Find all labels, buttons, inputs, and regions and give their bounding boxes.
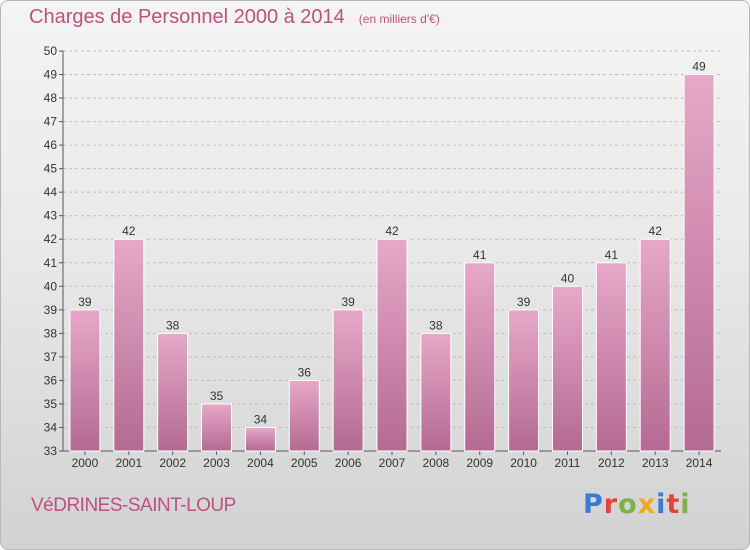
bar-2006 (332, 309, 364, 452)
place-name: VéDRINES-SAINT-LOUP (31, 495, 236, 516)
bar-2001 (113, 238, 145, 452)
logo-letter: r (603, 489, 619, 520)
x-tick-label: 2005 (291, 456, 318, 470)
data-label: 42 (385, 224, 399, 238)
logo-letter: i (680, 489, 691, 520)
x-tick-label: 2011 (555, 456, 581, 470)
proxiti-logo: Proxiti (583, 489, 691, 520)
logo-letter: o (618, 489, 638, 520)
logo-letter: t (666, 489, 681, 520)
bar-2004 (244, 426, 276, 452)
data-label: 42 (122, 224, 136, 238)
bar-2012 (595, 262, 627, 452)
data-label: 41 (605, 248, 619, 262)
data-label: 35 (210, 389, 224, 403)
y-tick-label: 48 (44, 91, 58, 105)
logo-letter: P (583, 489, 604, 520)
chart-title: Charges de Personnel 2000 à 2014 (en mill… (29, 6, 440, 29)
y-tick-label: 36 (44, 373, 58, 387)
x-tick-label: 2014 (686, 456, 713, 470)
data-label: 39 (78, 295, 92, 309)
x-tick-label: 2013 (642, 456, 669, 470)
data-label: 36 (298, 365, 312, 379)
data-label: 41 (473, 248, 487, 262)
bar-2003 (201, 403, 233, 452)
y-tick-label: 50 (44, 44, 58, 58)
bar-2002 (157, 332, 189, 452)
chart-subtitle: (en milliers d'€) (358, 12, 440, 26)
data-label: 34 (254, 412, 268, 426)
bar-2010 (508, 309, 540, 452)
bar-2008 (420, 332, 452, 452)
y-tick-label: 42 (44, 232, 58, 246)
y-tick-label: 33 (44, 444, 58, 458)
data-label: 49 (692, 60, 706, 74)
bar-2007 (376, 238, 408, 452)
logo-letter: x (637, 489, 657, 520)
x-tick-label: 2006 (335, 456, 362, 470)
x-tick-label: 2000 (72, 456, 99, 470)
bar-2009 (464, 262, 496, 452)
bar-2005 (288, 379, 320, 452)
y-tick-label: 40 (44, 279, 58, 293)
y-tick-label: 39 (44, 303, 58, 317)
y-tick-label: 46 (44, 138, 58, 152)
bar-2000 (69, 309, 101, 452)
bar-2014 (683, 74, 715, 452)
x-tick-label: 2007 (379, 456, 406, 470)
data-label: 38 (166, 318, 180, 332)
x-tick-label: 2004 (247, 456, 274, 470)
y-tick-label: 41 (44, 256, 58, 270)
x-tick-label: 2010 (510, 456, 537, 470)
data-label: 42 (649, 224, 663, 238)
bar-2013 (639, 238, 671, 452)
data-label: 40 (561, 271, 575, 285)
x-tick-label: 2001 (115, 456, 142, 470)
y-tick-label: 44 (44, 185, 58, 199)
y-tick-label: 47 (44, 115, 58, 129)
data-label: 39 (517, 295, 531, 309)
x-tick-label: 2008 (423, 456, 450, 470)
y-tick-label: 45 (44, 162, 58, 176)
y-tick-label: 43 (44, 209, 58, 223)
data-labels: 39 42 38 35 34 36 39 42 38 41 39 40 41 42 49 (78, 60, 706, 427)
y-tick-label: 37 (44, 350, 58, 364)
y-tick-label: 38 (44, 326, 58, 340)
data-label: 39 (341, 295, 355, 309)
x-tick-label: 2009 (466, 456, 493, 470)
data-label: 38 (429, 318, 443, 332)
x-tick-label: 2002 (159, 456, 186, 470)
logo-letter: i (656, 489, 667, 520)
x-tick-label: 2003 (203, 456, 230, 470)
y-tick-label: 34 (44, 420, 58, 434)
y-tick-label: 35 (44, 397, 58, 411)
y-tick-label: 49 (44, 68, 58, 82)
bars (69, 74, 715, 452)
chart-title-text: Charges de Personnel 2000 à 2014 (29, 6, 345, 28)
bar-2011 (551, 285, 583, 452)
x-tick-label: 2012 (598, 456, 625, 470)
